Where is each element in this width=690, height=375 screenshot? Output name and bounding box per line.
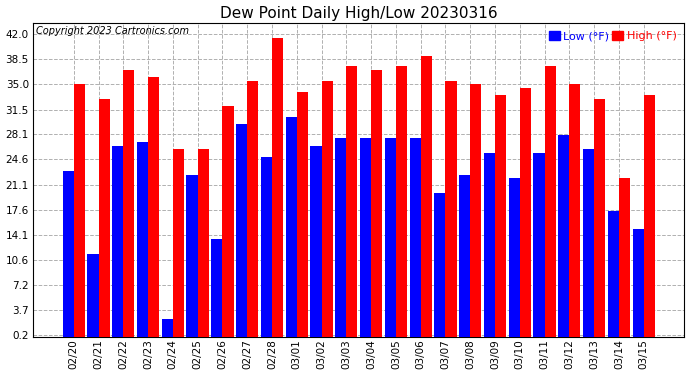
Bar	[533, 153, 544, 337]
Text: Copyright 2023 Cartronics.com: Copyright 2023 Cartronics.com	[37, 26, 189, 36]
Bar	[222, 106, 234, 337]
Bar	[346, 66, 357, 337]
Bar	[409, 138, 421, 337]
Bar	[544, 66, 555, 337]
Bar	[484, 153, 495, 337]
Bar	[322, 81, 333, 337]
Bar	[371, 70, 382, 337]
Bar	[112, 146, 124, 337]
Bar	[520, 88, 531, 337]
Title: Dew Point Daily High/Low 20230316: Dew Point Daily High/Low 20230316	[220, 6, 497, 21]
Bar	[186, 174, 197, 337]
Bar	[74, 84, 85, 337]
Bar	[459, 174, 470, 337]
Bar	[644, 95, 655, 337]
Bar	[434, 193, 446, 337]
Legend: Low (°F), High (°F): Low (°F), High (°F)	[546, 28, 679, 44]
Bar	[272, 38, 283, 337]
Bar	[470, 84, 482, 337]
Bar	[335, 138, 346, 337]
Bar	[583, 149, 594, 337]
Bar	[619, 178, 630, 337]
Bar	[236, 124, 247, 337]
Bar	[197, 149, 209, 337]
Bar	[261, 156, 272, 337]
Bar	[99, 99, 110, 337]
Bar	[509, 178, 520, 337]
Bar	[396, 66, 407, 337]
Bar	[211, 240, 222, 337]
Bar	[446, 81, 457, 337]
Bar	[286, 117, 297, 337]
Bar	[148, 77, 159, 337]
Bar	[88, 254, 99, 337]
Bar	[297, 92, 308, 337]
Bar	[569, 84, 580, 337]
Bar	[360, 138, 371, 337]
Bar	[495, 95, 506, 337]
Bar	[633, 229, 644, 337]
Bar	[558, 135, 569, 337]
Bar	[161, 319, 173, 337]
Bar	[608, 211, 619, 337]
Bar	[124, 70, 135, 337]
Bar	[594, 99, 605, 337]
Bar	[310, 146, 322, 337]
Bar	[137, 142, 148, 337]
Bar	[63, 171, 74, 337]
Bar	[385, 138, 396, 337]
Bar	[247, 81, 258, 337]
Bar	[173, 149, 184, 337]
Bar	[421, 56, 432, 337]
